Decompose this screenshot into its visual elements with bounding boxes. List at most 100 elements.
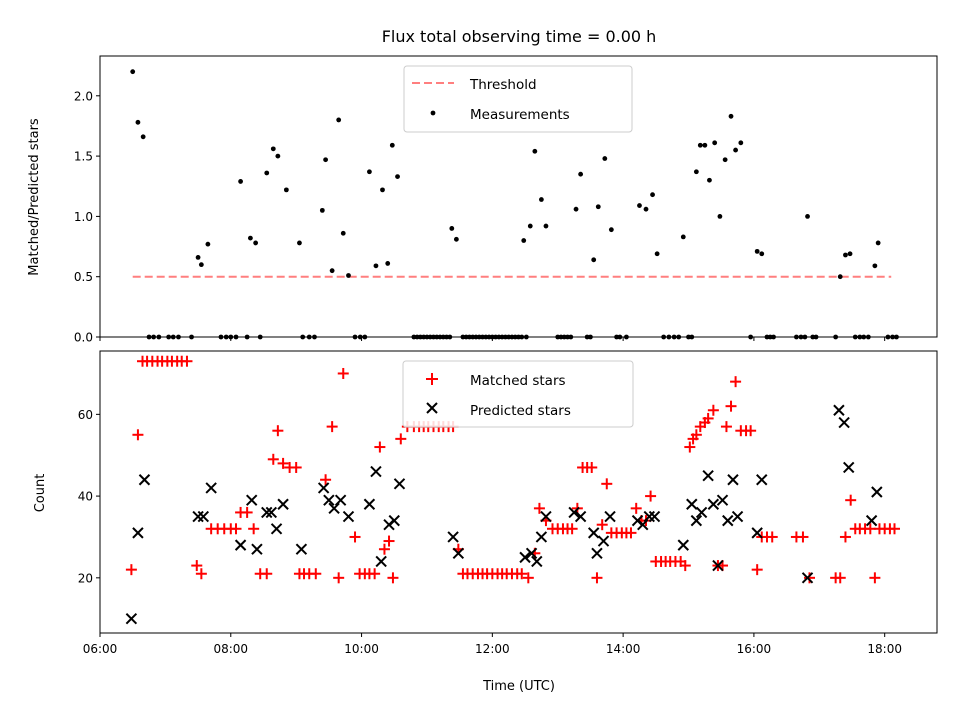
predicted-star-point [604, 510, 616, 523]
matched-star-point [261, 568, 273, 580]
matched-star-point [645, 490, 657, 502]
measurement-point [135, 119, 141, 125]
matched-legend-swatch [426, 373, 438, 385]
predicted-star-point [587, 527, 600, 539]
ratio-y-tick-label: 1.5 [74, 150, 93, 164]
matched-star-point [132, 429, 144, 441]
matched-star-point [349, 531, 361, 543]
matched-star-point [803, 572, 815, 584]
matched-star-point [720, 421, 732, 433]
predicted-star-point [138, 474, 151, 486]
ratio-x-ticks [99, 337, 886, 341]
count-x-ticks: 06:00 08:00 10:00 12:00 14:00 16:00 18:00 [83, 633, 902, 656]
predicted-star-point [393, 478, 406, 490]
ratio-legend: Threshold Measurements [403, 65, 633, 133]
predicted-star-point [838, 416, 850, 429]
matched-star-point [834, 572, 846, 584]
measurements-legend-label: Measurements [470, 107, 570, 123]
measurement-point [733, 147, 738, 153]
predicted-legend-label: Predicted stars [470, 403, 571, 419]
count-plot-frame [99, 350, 938, 634]
ratio-y-tick-label: 0.5 [74, 270, 93, 284]
measurement-point [543, 223, 549, 229]
measurement-point [650, 192, 655, 198]
predicted-star-point [370, 465, 382, 478]
matched-star-point [272, 425, 284, 437]
predicted-star-point [574, 510, 587, 523]
measurement-point [843, 252, 848, 258]
predicted-star-point [702, 469, 714, 482]
predicted-star-point [519, 551, 531, 564]
measurement-point [323, 157, 328, 163]
predicted-star-point [722, 514, 734, 527]
predicted-star-point [375, 555, 387, 568]
matched-star-point [745, 425, 757, 437]
matched-star-point [290, 461, 302, 473]
matched-star-point [839, 531, 851, 543]
measurement-point [527, 223, 533, 229]
matched-star-point [845, 494, 857, 506]
predicted-star-point [334, 494, 347, 506]
matched-star-point [516, 568, 528, 580]
measurement-point [837, 274, 843, 280]
matched-star-point [591, 572, 603, 584]
matched-star-point [751, 564, 763, 576]
predicted-star-point [342, 510, 355, 523]
measurement-point [205, 241, 211, 247]
measurement-point [722, 157, 728, 163]
matched-star-point [277, 457, 289, 469]
measurement-point [532, 148, 538, 154]
predicted-star-point [277, 498, 289, 510]
matched-star-point [707, 404, 719, 416]
predicted-star-point [597, 535, 610, 547]
matched-star-point [679, 560, 691, 572]
predicted-star-point [731, 510, 744, 523]
measurement-point [847, 251, 853, 257]
predicted-star-point [328, 502, 340, 515]
matched-star-point [586, 461, 598, 473]
measurement-point [693, 169, 699, 175]
matched-star-point [690, 429, 702, 441]
measurement-point [195, 255, 201, 260]
measurement-point [453, 236, 459, 242]
predicted-legend-swatch [426, 402, 438, 414]
predicted-star-point [447, 531, 459, 543]
ratio-panel: Flux total observing time = 0.00 h Match… [27, 27, 938, 345]
measurement-point [654, 251, 660, 257]
count-x-tick-label: 12:00 [475, 642, 510, 656]
matched-star-point [730, 376, 742, 388]
measurement-point [373, 263, 379, 269]
measurement-point [608, 227, 614, 233]
predicted-star-point [712, 559, 724, 572]
predicted-star-point [234, 539, 247, 551]
measurement-point [140, 134, 146, 140]
predicted-star-point [677, 539, 689, 551]
measurement-point [728, 113, 734, 119]
matched-star-point [181, 355, 193, 367]
ratio-y-ticks: 0.0 0.5 1.0 1.5 2.0 [74, 89, 100, 345]
measurement-point [602, 156, 608, 161]
ratio-y-tick-label: 2.0 [74, 89, 93, 103]
measurement-point [270, 146, 276, 152]
predicted-star-point [690, 514, 703, 527]
predicted-star-point [132, 527, 144, 539]
count-x-tick-label: 08:00 [213, 642, 248, 656]
measurement-point [198, 262, 204, 268]
predicted-star-point [323, 494, 335, 506]
count-y-ticks: 20 40 60 [78, 408, 100, 585]
matched-star-point [869, 572, 881, 584]
predicted-star-point [833, 404, 845, 416]
matched-star-point [383, 535, 395, 547]
matched-legend-label: Matched stars [470, 373, 566, 389]
measurement-point [717, 213, 723, 219]
predicted-star-point [317, 482, 330, 494]
predicted-star-point [388, 514, 400, 527]
count-panel: Count Time (UTC) 20 40 60 06:00 08:00 10:00 1… [33, 350, 938, 694]
measurement-point [754, 248, 760, 254]
predicted-star-point [871, 486, 883, 498]
predicted-star-point [568, 506, 580, 519]
matched-star-point [337, 367, 349, 379]
matched-star-point [374, 441, 386, 453]
measurement-point [336, 117, 342, 123]
